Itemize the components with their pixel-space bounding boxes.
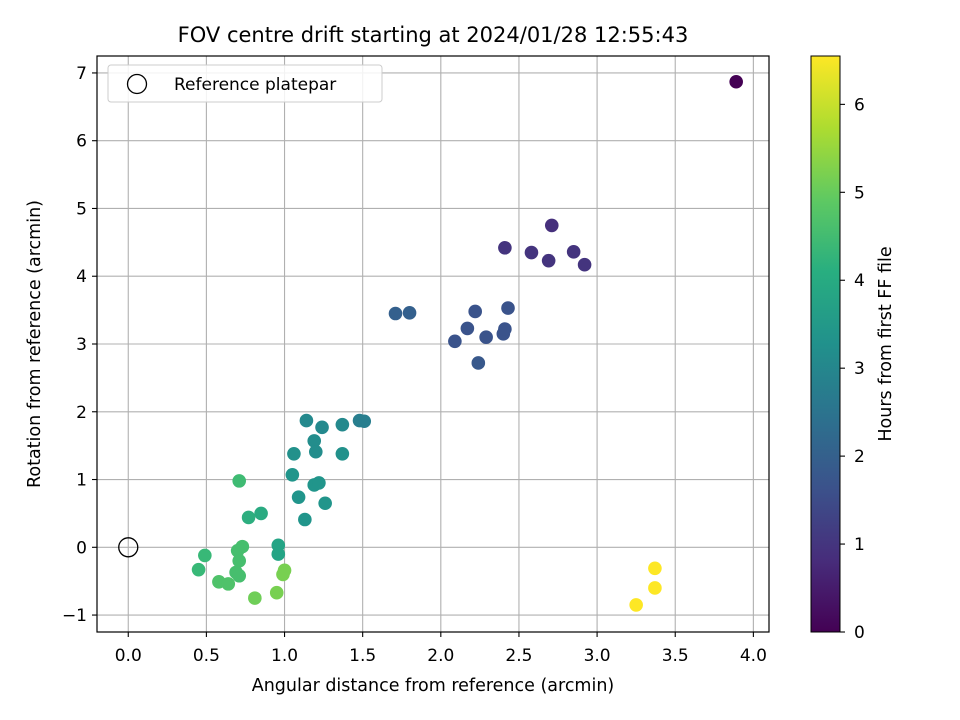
y-tick-label: 0 (76, 538, 87, 558)
legend-label: Reference platepar (174, 75, 336, 95)
data-point (298, 512, 312, 527)
x-tick-label: 1.5 (349, 646, 376, 666)
data-point (232, 474, 247, 488)
data-point (729, 74, 743, 89)
data-point (479, 330, 493, 345)
colorbar-tick-label: 4 (854, 271, 865, 291)
data-point (291, 490, 306, 504)
data-point (577, 257, 592, 272)
y-axis-ticks: −1 0 1 2 3 4 5 6 7 (62, 64, 97, 626)
y-tick-label: 3 (76, 335, 87, 355)
data-point (648, 581, 662, 595)
y-tick-label: 1 (76, 471, 87, 491)
x-tick-label: 1.0 (271, 646, 298, 666)
colorbar-tick-label: 5 (854, 183, 865, 203)
y-tick-label: 4 (76, 267, 87, 287)
data-point (254, 506, 268, 521)
data-point (287, 446, 301, 461)
data-point (566, 245, 581, 259)
data-point (232, 554, 247, 568)
x-tick-label: 2.0 (427, 646, 454, 666)
data-point (498, 240, 512, 255)
colorbar: 0 1 2 3 4 5 6 Hours from first FF file (810, 55, 896, 643)
data-point (357, 414, 372, 429)
data-point (307, 434, 322, 448)
x-tick-label: 3.5 (662, 646, 689, 666)
data-point (318, 496, 332, 511)
data-point (501, 301, 515, 315)
y-tick-label: 5 (76, 199, 87, 219)
x-tick-label: 2.5 (505, 646, 532, 666)
data-point (460, 321, 475, 336)
data-point (448, 334, 462, 349)
data-point (541, 253, 556, 268)
grid-lines (97, 56, 769, 632)
reference-marker (118, 537, 139, 558)
legend: Reference platepar (107, 64, 383, 103)
colorbar-tick-label: 3 (854, 359, 865, 379)
colorbar-gradient (810, 55, 841, 633)
data-point (315, 420, 329, 435)
data-point (198, 548, 212, 563)
y-tick-label: −1 (62, 606, 87, 626)
data-point (335, 446, 350, 461)
data-point (285, 467, 300, 482)
y-tick-label: 6 (76, 132, 87, 152)
colorbar-label: Hours from first FF file (876, 246, 896, 441)
data-point (221, 577, 236, 591)
data-point (388, 306, 403, 321)
data-point (524, 245, 539, 260)
colorbar-ticks: 0 1 2 3 4 5 6 (840, 95, 865, 643)
data-point (299, 413, 314, 428)
colorbar-tick-label: 2 (854, 447, 865, 467)
data-point (276, 567, 290, 582)
data-point (232, 568, 247, 583)
data-point (648, 561, 662, 576)
data-point (629, 598, 643, 612)
legend-marker (126, 73, 148, 95)
colorbar-tick-label: 1 (854, 535, 865, 555)
y-axis-label: Rotation from reference (arcmin) (25, 200, 45, 488)
x-tick-label: 4.0 (740, 646, 767, 666)
chart-title: FOV centre drift starting at 2024/01/28 … (178, 23, 689, 47)
data-point (248, 591, 262, 605)
data-point (312, 476, 326, 490)
data-points (118, 74, 743, 612)
data-point (468, 304, 482, 319)
x-axis-label: Angular distance from reference (arcmin) (252, 676, 615, 696)
x-axis-ticks: 0.0 0.5 1.0 1.5 2.0 2.5 3.0 3.5 4.0 (115, 632, 767, 666)
colorbar-tick-label: 6 (854, 95, 865, 115)
data-point (498, 322, 512, 336)
data-point (269, 585, 284, 600)
x-tick-label: 0.5 (193, 646, 220, 666)
data-point (230, 543, 245, 558)
data-point (402, 306, 417, 320)
x-tick-label: 0.0 (115, 646, 142, 666)
legend-box (107, 64, 383, 103)
data-point (471, 356, 486, 370)
colorbar-tick-label: 0 (854, 623, 865, 643)
data-point (271, 547, 286, 561)
x-tick-label: 3.0 (584, 646, 611, 666)
data-point (544, 218, 559, 233)
y-tick-label: 7 (76, 64, 87, 84)
data-point (308, 444, 323, 459)
data-point (335, 417, 350, 432)
data-point (241, 510, 256, 525)
y-tick-label: 2 (76, 403, 87, 423)
data-point (191, 562, 206, 577)
